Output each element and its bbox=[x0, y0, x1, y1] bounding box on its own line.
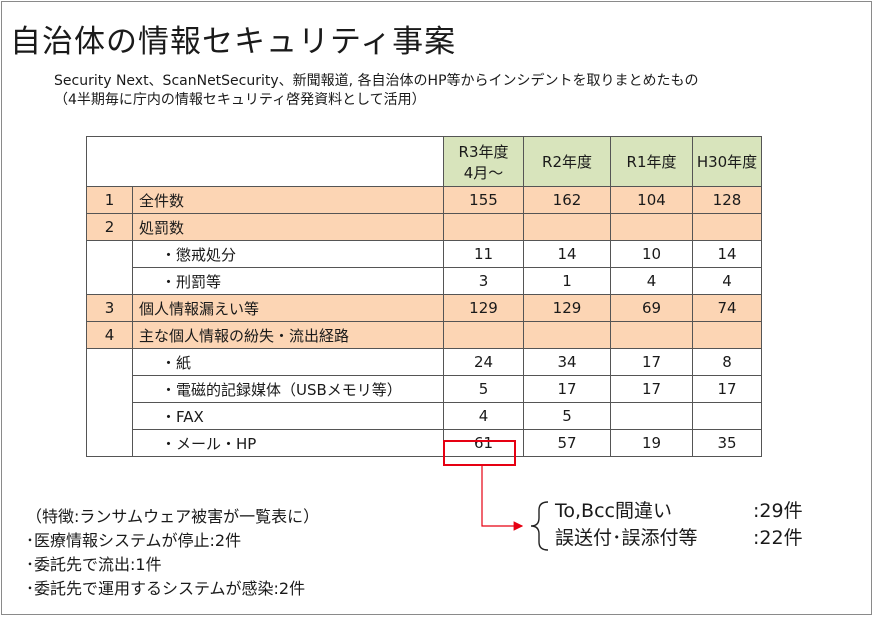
breakdown-label: To,Bcc間違い bbox=[555, 500, 672, 522]
cell-value bbox=[692, 402, 762, 430]
table-row: 2 処罰数 bbox=[86, 213, 762, 241]
slide-title: 自治体の情報セキュリティ事案 bbox=[10, 24, 457, 60]
breakdown-count: :22件 bbox=[753, 527, 803, 549]
feature-item: ･医療情報システムが停止:2件 bbox=[26, 531, 242, 550]
row-label: ・メール・HP bbox=[132, 429, 444, 457]
cell-value: 4 bbox=[610, 267, 693, 295]
row-label: ・懲戒処分 bbox=[132, 240, 444, 268]
cell-value: 129 bbox=[443, 294, 524, 322]
cell-value: 17 bbox=[610, 348, 693, 376]
cell-value bbox=[692, 213, 762, 241]
source-note: Security Next、ScanNetSecurity、新聞報道, 各自治体… bbox=[54, 72, 699, 110]
col-header-r1: R1年度 bbox=[610, 136, 693, 187]
row-label: ・電磁的記録媒体（USBメモリ等） bbox=[132, 375, 444, 403]
col-header-r3: R3年度 4月～ bbox=[443, 136, 524, 187]
breakdown-label: 誤送付･誤添付等 bbox=[555, 527, 698, 549]
cell-value: 10 bbox=[610, 240, 693, 268]
cell-value: 3 bbox=[443, 267, 524, 295]
breakdown-count: :29件 bbox=[753, 500, 803, 522]
cell-value bbox=[692, 321, 762, 349]
row-label: 主な個人情報の紛失・流出経路 bbox=[132, 321, 444, 349]
cell-value: 35 bbox=[692, 429, 762, 457]
features-heading: （特徴:ランサムウェア被害が一覧表に） bbox=[26, 507, 320, 526]
row-number: 4 bbox=[86, 321, 133, 349]
row-number: 2 bbox=[86, 213, 133, 241]
cell-value: 1 bbox=[523, 267, 611, 295]
cell-value: 14 bbox=[692, 240, 762, 268]
email-breakdown: To,Bcc間違い :29件 誤送付･誤添付等 :22件 bbox=[555, 498, 855, 552]
source-note-line-1: Security Next、ScanNetSecurity、新聞報道, 各自治体… bbox=[54, 73, 699, 89]
row-number bbox=[86, 267, 133, 295]
row-label: 処罰数 bbox=[132, 213, 444, 241]
col-header-r3-line1: R3年度 bbox=[458, 142, 509, 161]
row-label: ・紙 bbox=[132, 348, 444, 376]
cell-value: 162 bbox=[523, 186, 611, 214]
cell-value: 5 bbox=[443, 375, 524, 403]
row-number bbox=[86, 240, 133, 268]
cell-value: 57 bbox=[523, 429, 611, 457]
cell-value: 4 bbox=[692, 267, 762, 295]
row-number: 1 bbox=[86, 186, 133, 214]
cell-value: 11 bbox=[443, 240, 524, 268]
cell-value bbox=[610, 402, 693, 430]
row-number bbox=[86, 429, 133, 457]
feature-item: ･委託先で運用するシステムが感染:2件 bbox=[26, 579, 306, 598]
cell-value: 19 bbox=[610, 429, 693, 457]
cell-value: 17 bbox=[523, 375, 611, 403]
cell-value: 129 bbox=[523, 294, 611, 322]
cell-value: 34 bbox=[523, 348, 611, 376]
cell-value: 24 bbox=[443, 348, 524, 376]
cell-value: 69 bbox=[610, 294, 693, 322]
breakdown-item: 誤送付･誤添付等 :22件 bbox=[555, 525, 855, 552]
header-row: R3年度 4月～ R2年度 R1年度 H30年度 bbox=[86, 136, 762, 187]
header-corner bbox=[86, 136, 444, 187]
incident-table: R3年度 4月～ R2年度 R1年度 H30年度 1 全件数 155 162 1… bbox=[86, 136, 762, 457]
cell-value: 74 bbox=[692, 294, 762, 322]
cell-value: 104 bbox=[610, 186, 693, 214]
table-row: 1 全件数 155 162 104 128 bbox=[86, 186, 762, 214]
cell-value: 8 bbox=[692, 348, 762, 376]
cell-value bbox=[610, 213, 693, 241]
breakdown-item: To,Bcc間違い :29件 bbox=[555, 498, 855, 525]
col-header-r2: R2年度 bbox=[523, 136, 611, 187]
highlight-box bbox=[443, 440, 516, 466]
cell-value: 128 bbox=[692, 186, 762, 214]
cell-value: 155 bbox=[443, 186, 524, 214]
cell-value: 5 bbox=[523, 402, 611, 430]
row-number bbox=[86, 402, 133, 430]
table-row: ・刑罰等 3 1 4 4 bbox=[86, 267, 762, 295]
table-row: ・紙 24 34 17 8 bbox=[86, 348, 762, 376]
table-row: ・懲戒処分 11 14 10 14 bbox=[86, 240, 762, 268]
row-number bbox=[86, 348, 133, 376]
cell-value bbox=[443, 213, 524, 241]
col-header-r3-line2: 4月～ bbox=[463, 163, 504, 182]
row-label: ・FAX bbox=[132, 402, 444, 430]
table-row: 4 主な個人情報の紛失・流出経路 bbox=[86, 321, 762, 349]
table-row: ・FAX 4 5 bbox=[86, 402, 762, 430]
cell-value: 4 bbox=[443, 402, 524, 430]
cell-value: 17 bbox=[610, 375, 693, 403]
cell-value: 14 bbox=[523, 240, 611, 268]
source-note-line-2: （4半期毎に庁内の情報セキュリティ啓発資料として活用） bbox=[54, 92, 426, 108]
row-number bbox=[86, 375, 133, 403]
cell-value-highlighted: 61 bbox=[443, 429, 524, 457]
feature-item: ･委託先で流出:1件 bbox=[26, 555, 162, 574]
table-row: ・メール・HP 61 57 19 35 bbox=[86, 429, 762, 457]
row-label: 全件数 bbox=[132, 186, 444, 214]
cell-value bbox=[443, 321, 524, 349]
cell-value bbox=[523, 321, 611, 349]
table-row: 3 個人情報漏えい等 129 129 69 74 bbox=[86, 294, 762, 322]
row-label: ・刑罰等 bbox=[132, 267, 444, 295]
features-list: （特徴:ランサムウェア被害が一覧表に） ･医療情報システムが停止:2件 ･委託先… bbox=[26, 505, 319, 601]
col-header-h30: H30年度 bbox=[692, 136, 762, 187]
cell-value bbox=[610, 321, 693, 349]
cell-value bbox=[523, 213, 611, 241]
table-row: ・電磁的記録媒体（USBメモリ等） 5 17 17 17 bbox=[86, 375, 762, 403]
row-number: 3 bbox=[86, 294, 133, 322]
row-label: 個人情報漏えい等 bbox=[132, 294, 444, 322]
cell-value: 17 bbox=[692, 375, 762, 403]
